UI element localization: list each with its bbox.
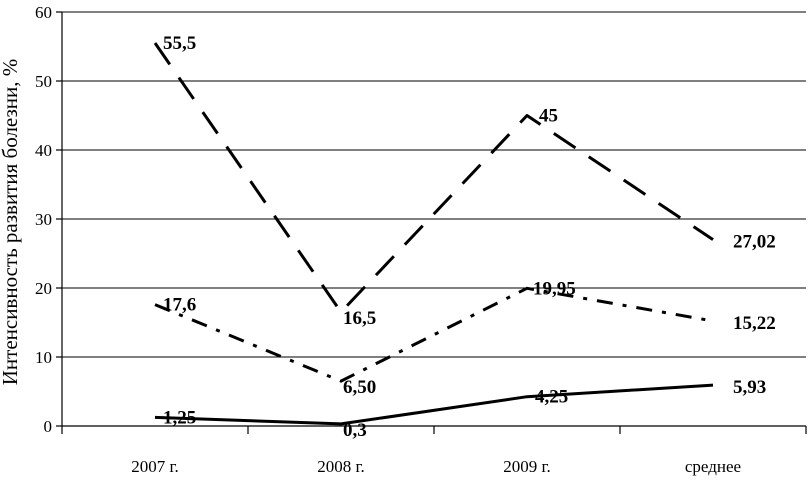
x-tick-label: 2008 г. [317, 457, 365, 476]
data-label: 19,95 [533, 278, 576, 299]
data-label: 55,5 [163, 33, 196, 54]
y-axis-title: Интенсивность развития болезни, % [0, 59, 22, 386]
data-label: 0,3 [343, 420, 367, 441]
data-label: 27,02 [733, 232, 776, 253]
x-tick-label: среднее [685, 457, 741, 476]
y-tick-label: 50 [35, 72, 52, 91]
y-tick-label: 20 [35, 279, 52, 298]
data-label: 45 [539, 106, 558, 127]
series-line-solid [154, 383, 714, 426]
data-label: 4,25 [535, 387, 568, 408]
data-label: 15,22 [733, 313, 776, 334]
data-label: 1,25 [163, 407, 196, 428]
y-tick-label: 30 [35, 210, 52, 229]
y-tick-label: 10 [35, 348, 52, 367]
y-tick-label: 0 [44, 417, 53, 436]
data-label: 5,93 [733, 377, 766, 398]
y-tick-label: 40 [35, 141, 52, 160]
data-labels: 55,5 16,5 45 27,02 17,6 6,50 19,95 15,22 1,25 0,3… [163, 33, 776, 441]
series-line-dash-dot [154, 286, 714, 383]
x-tick-label: 2009 г. [503, 457, 551, 476]
x-tick-label: 2007 г. [131, 457, 179, 476]
y-tick-label: 60 [35, 3, 52, 22]
data-label: 17,6 [163, 295, 196, 316]
tick-labels: 0 10 20 30 40 50 60 2007 г. 2008 г. 2009 г. средне… [35, 3, 741, 476]
gridlines [62, 11, 806, 358]
series-line-long-dash [153, 42, 714, 314]
data-label: 6,50 [343, 377, 376, 398]
axes [56, 11, 807, 434]
data-label: 16,5 [343, 308, 376, 329]
series-lines [153, 42, 714, 426]
